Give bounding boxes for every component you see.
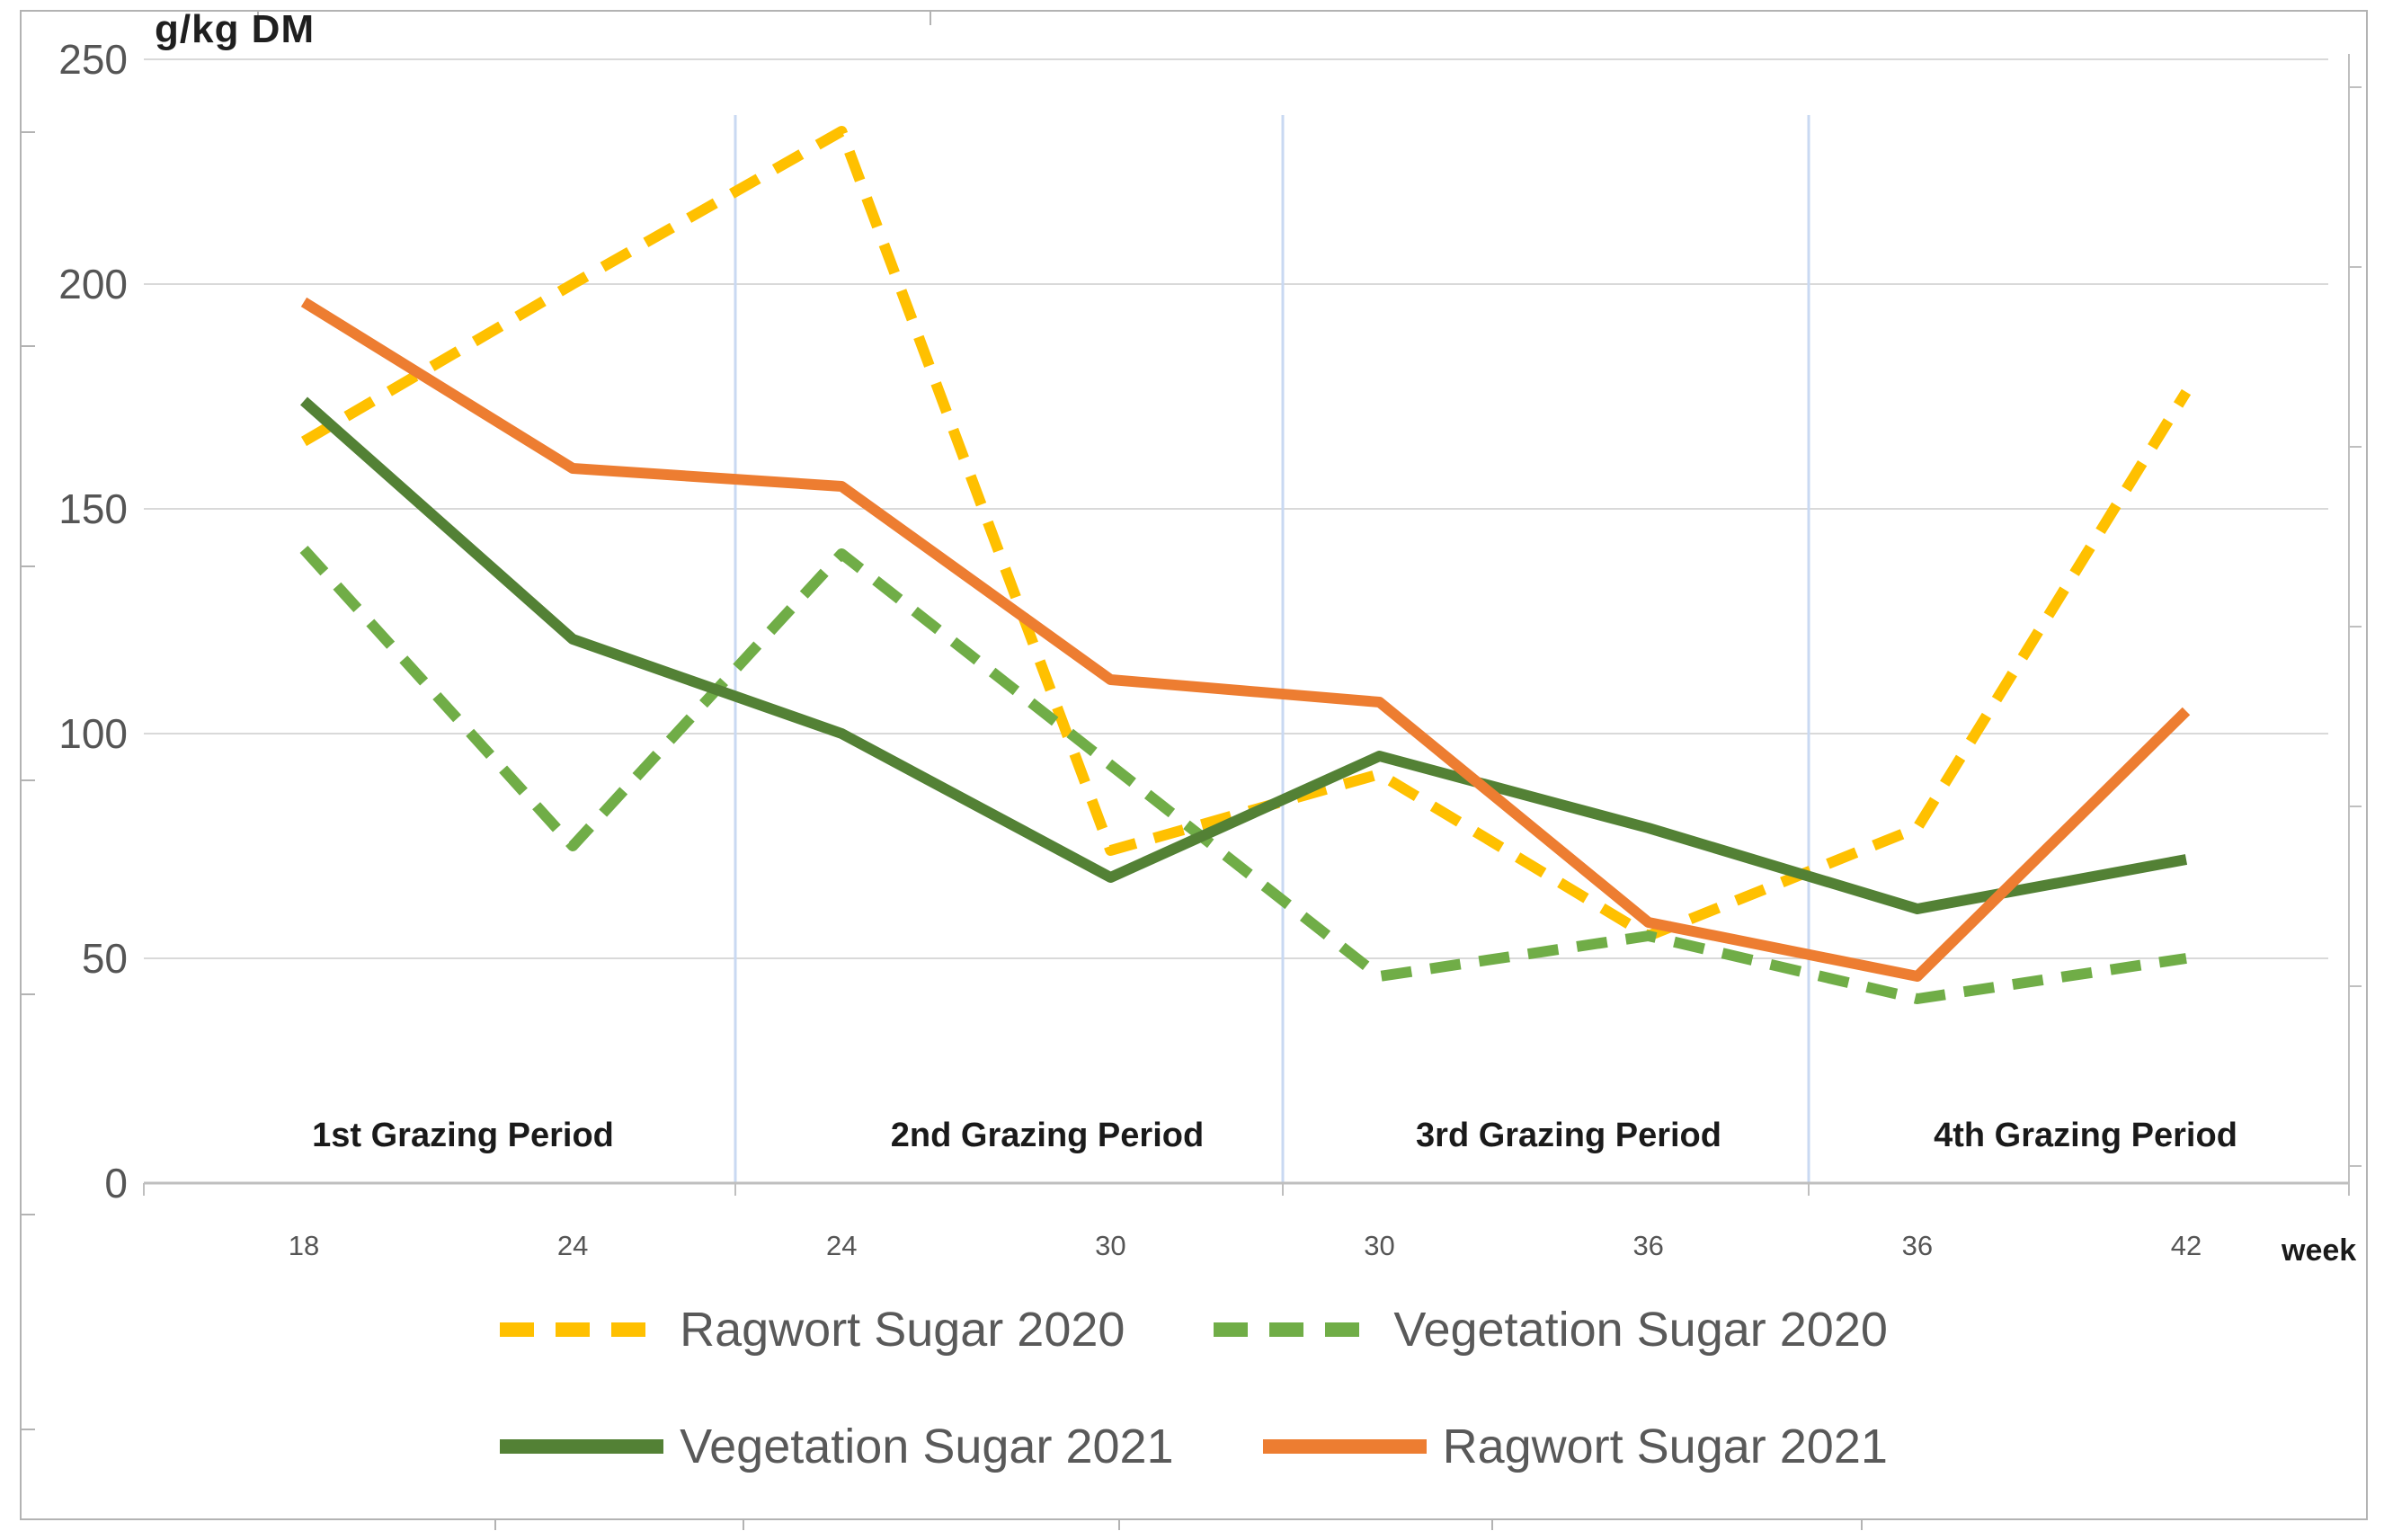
legend-row-2: Vegetation Sugar 2021 Ragwort Sugar 2021: [0, 1419, 2384, 1474]
legend-label: Vegetation Sugar 2021: [680, 1420, 1174, 1473]
period-label-1: 1st Grazing Period: [312, 1117, 614, 1154]
solid-line-swatch-icon: [1262, 1439, 1427, 1454]
legend-label: Ragwort Sugar 2021: [1442, 1420, 1888, 1473]
x-tick-label-5: 30: [1364, 1230, 1395, 1261]
x-tick-label-8: 42: [2170, 1230, 2202, 1261]
dashed-line-swatch-icon: [1214, 1322, 1378, 1337]
y-tick-label-100: 100: [58, 710, 128, 757]
x-tick-label-3: 24: [826, 1230, 858, 1261]
y-tick-label-0: 0: [104, 1160, 128, 1206]
y-tick-label-50: 50: [81, 935, 128, 982]
period-label-3: 3rd Grazing Period: [1416, 1117, 1721, 1154]
legend-label: Ragwort Sugar 2020: [680, 1303, 1125, 1357]
y-axis-unit-label: g/kg DM: [155, 7, 316, 51]
y-tick-label-150: 150: [58, 485, 128, 532]
x-tick-label-6: 36: [1632, 1230, 1664, 1261]
x-tick-label-2: 24: [556, 1230, 589, 1261]
legend-item-ragwort-sugar-2021: Ragwort Sugar 2021: [1259, 1419, 1888, 1474]
legend-label: Vegetation Sugar 2020: [1393, 1303, 1888, 1357]
y-tick-label-250: 250: [58, 36, 128, 83]
legend-item-vegetation-sugar-2021: Vegetation Sugar 2021: [496, 1419, 1174, 1474]
x-axis-unit-label: week: [2282, 1233, 2357, 1268]
solid-line-swatch-icon: [500, 1439, 664, 1454]
legend-row-1: Ragwort Sugar 2020 Vegetation Sugar 2020: [0, 1302, 2384, 1358]
x-tick-label-4: 30: [1095, 1230, 1126, 1261]
x-tick-label-7: 36: [1901, 1230, 1934, 1261]
period-label-2: 2nd Grazing Period: [890, 1117, 1205, 1154]
y-tick-label-200: 200: [58, 261, 128, 307]
legend-item-ragwort-sugar-2020: Ragwort Sugar 2020: [496, 1302, 1125, 1358]
dashed-line-swatch-icon: [500, 1322, 664, 1337]
legend-item-vegetation-sugar-2020: Vegetation Sugar 2020: [1210, 1302, 1888, 1358]
period-label-4: 4th Grazing Period: [1934, 1117, 2237, 1154]
x-tick-label-1: 18: [288, 1230, 320, 1261]
